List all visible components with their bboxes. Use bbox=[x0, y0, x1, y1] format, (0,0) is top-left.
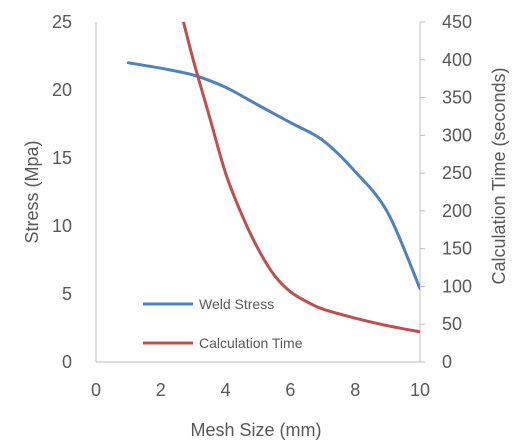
x-tick-label: 0 bbox=[91, 380, 101, 400]
y-tick-label: 5 bbox=[62, 284, 72, 304]
series-line-weld-stress bbox=[126, 61, 420, 291]
series-layer bbox=[126, 22, 420, 334]
y2-tick-label: 450 bbox=[442, 12, 472, 32]
y2-tick-label: 300 bbox=[442, 125, 472, 145]
y2-tick-label: 400 bbox=[442, 50, 472, 70]
legend-label-weld-stress: Weld Stress bbox=[199, 296, 274, 312]
x-tick-label: 6 bbox=[285, 380, 295, 400]
x-tick-label: 8 bbox=[350, 380, 360, 400]
y2-tick-label: 350 bbox=[442, 88, 472, 108]
y2-tick-label: 250 bbox=[442, 163, 472, 183]
axes bbox=[95, 21, 425, 363]
y2-axis-title: Calculation Time (seconds) bbox=[489, 67, 509, 284]
x-tick-label: 10 bbox=[410, 380, 430, 400]
y2-tick-label: 200 bbox=[442, 201, 472, 221]
y2-tick-label: 100 bbox=[442, 276, 472, 296]
tick-labels: 0 2 4 6 8 10051015202505010015020025030035040… bbox=[52, 12, 472, 400]
x-axis-title: Mesh Size (mm) bbox=[190, 420, 321, 440]
y-axis-title: Stress (Mpa) bbox=[22, 140, 42, 243]
y-tick-label: 20 bbox=[52, 80, 72, 100]
y-tick-label: 25 bbox=[52, 12, 72, 32]
y-tick-label: 15 bbox=[52, 148, 72, 168]
y-tick-label: 10 bbox=[52, 216, 72, 236]
legend-label-calculation-time: Calculation Time bbox=[199, 335, 303, 351]
y2-tick-label: 0 bbox=[442, 352, 452, 372]
y2-tick-label: 150 bbox=[442, 239, 472, 259]
y2-tick-label: 50 bbox=[442, 314, 462, 334]
x-tick-label: 4 bbox=[221, 380, 231, 400]
series-line-calculation-time bbox=[182, 22, 420, 334]
y-tick-label: 0 bbox=[62, 352, 72, 372]
legend: Weld Stress Calculation Time bbox=[143, 296, 303, 351]
x-tick-label: 2 bbox=[156, 380, 166, 400]
